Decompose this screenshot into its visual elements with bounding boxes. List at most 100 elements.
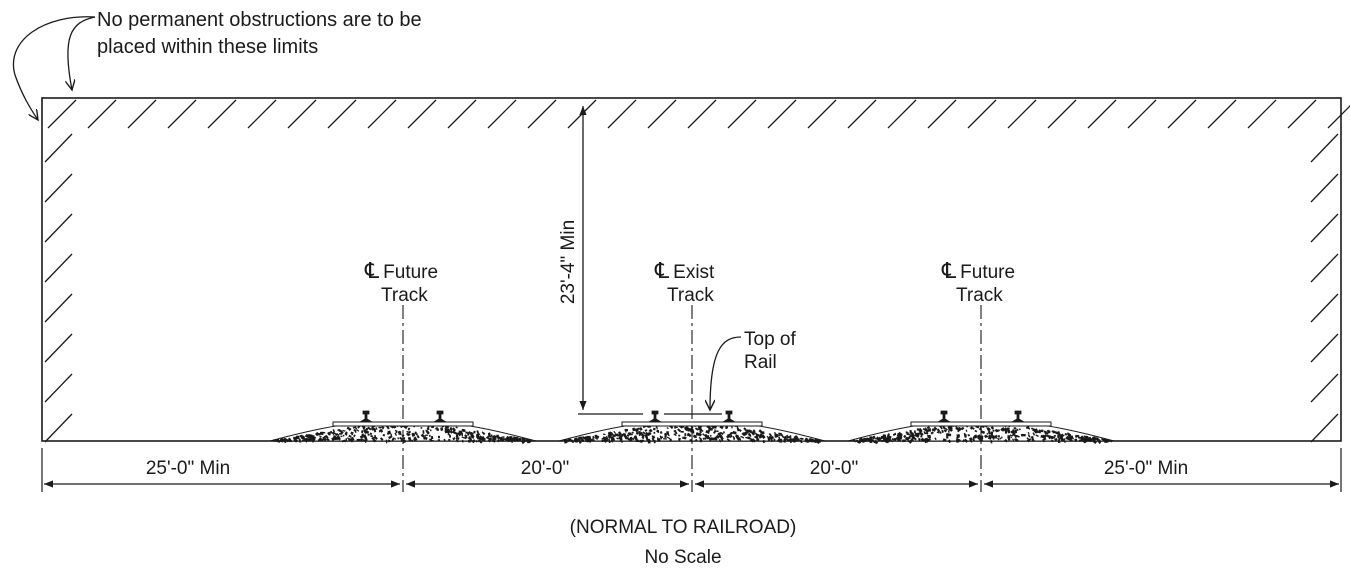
gravel-stone [874, 440, 879, 445]
track-word: Track [667, 285, 714, 306]
gravel-stone [644, 429, 648, 432]
gravel-stone [1077, 436, 1081, 439]
gravel-stone [897, 431, 902, 436]
gravel-stone [770, 438, 773, 442]
gravel-stone [461, 436, 465, 439]
gravel-stone [640, 433, 645, 438]
gravel-stone [1059, 435, 1064, 439]
gravel-stone [949, 428, 953, 432]
gravel-stone [628, 432, 632, 435]
gravel-stone [586, 436, 589, 439]
gravel-stone [697, 427, 701, 430]
hatch-mark [1310, 173, 1339, 203]
gravel-stone [447, 428, 450, 431]
gravel-stone [892, 433, 895, 436]
gravel-stone [766, 435, 769, 438]
gravel-stone [955, 426, 958, 429]
gravel-stone [443, 438, 446, 441]
gravel-stone [354, 426, 358, 430]
gravel-stone [414, 431, 417, 435]
gravel-stone [934, 437, 937, 441]
gravel-stone [896, 434, 900, 437]
gravel-stone [869, 439, 873, 444]
hatch-mark [127, 99, 157, 129]
gravel-stone [988, 434, 992, 438]
gravel-stone [428, 434, 432, 438]
gravel-stone [367, 433, 370, 436]
gravel-stone [1067, 433, 1072, 437]
gravel-stone [465, 431, 468, 434]
centerline-symbol: ℄ [654, 258, 670, 283]
track-tie [332, 421, 474, 427]
gravel-stone [991, 435, 995, 438]
gravel-stone [635, 432, 639, 435]
gravel-stone [312, 438, 316, 441]
gravel-stone [587, 439, 592, 443]
gravel-stone [872, 436, 875, 439]
hatch-mark [767, 99, 797, 129]
gravel-stone [1007, 438, 1011, 441]
gravel-stone [632, 427, 636, 432]
gravel-stone [946, 435, 949, 439]
gravel-stone [287, 438, 291, 443]
gravel-stone [631, 437, 635, 441]
gravel-stone [435, 427, 439, 431]
gravel-stone [648, 439, 652, 443]
hatch-mark [1310, 213, 1339, 243]
track-section [332, 305, 474, 492]
gravel-stone [305, 435, 309, 438]
gravel-stone [707, 436, 711, 440]
gravel-stone [859, 438, 863, 442]
gravel-stone [669, 438, 672, 441]
rail [936, 410, 952, 423]
gravel-stone [290, 439, 293, 443]
gravel-stone [1016, 428, 1019, 431]
track-label-future-right: ℄ Future Track [941, 258, 1015, 306]
gravel-stone [933, 426, 938, 431]
gravel-stone [620, 439, 624, 443]
gravel-stone [778, 434, 781, 437]
gravel-stone [678, 434, 681, 437]
hatch-mark [887, 99, 917, 129]
gravel-stone [430, 436, 434, 440]
gravel-stone [638, 431, 641, 433]
gravel-stone [455, 439, 459, 442]
gravel-stone [703, 433, 708, 438]
gravel-stone [359, 435, 363, 440]
gravel-stone [471, 435, 474, 438]
gravel-stone [965, 429, 968, 432]
gravel-stone [1027, 427, 1031, 430]
hatch-mark [1127, 99, 1157, 129]
gravel-stone [426, 427, 430, 431]
gravel-stone [799, 438, 802, 440]
gravel-stone [885, 439, 888, 442]
gravel-stone [893, 437, 897, 441]
gravel-stone [750, 431, 756, 436]
gravel-stone [1063, 438, 1066, 441]
gravel-stone [594, 434, 600, 439]
gravel-stone [1004, 438, 1008, 443]
gravel-stone [602, 436, 607, 440]
gravel-stone [315, 433, 319, 436]
gravel-stone [678, 438, 681, 442]
gravel-stone [996, 429, 1001, 433]
gravel-stone [461, 439, 464, 443]
gravel-stone [364, 436, 368, 442]
gravel-stone [702, 437, 705, 440]
horizontal-dimensions [41, 448, 1342, 492]
gravel-stone [1012, 429, 1015, 432]
gravel-stone [327, 431, 331, 436]
gravel-stone [370, 435, 374, 438]
gravel-stone [361, 430, 364, 434]
gravel-stone [874, 437, 879, 441]
gravel-stone [464, 436, 468, 439]
gravel-stone [464, 434, 468, 438]
gravel-stone [281, 439, 285, 442]
gravel-stone [475, 439, 479, 443]
gravel-stone [326, 437, 330, 442]
rail [1010, 410, 1026, 423]
gravel-stone [752, 430, 756, 434]
gravel-stone [876, 436, 881, 441]
gravel-stone [919, 428, 923, 433]
gravel-stone [663, 438, 667, 440]
